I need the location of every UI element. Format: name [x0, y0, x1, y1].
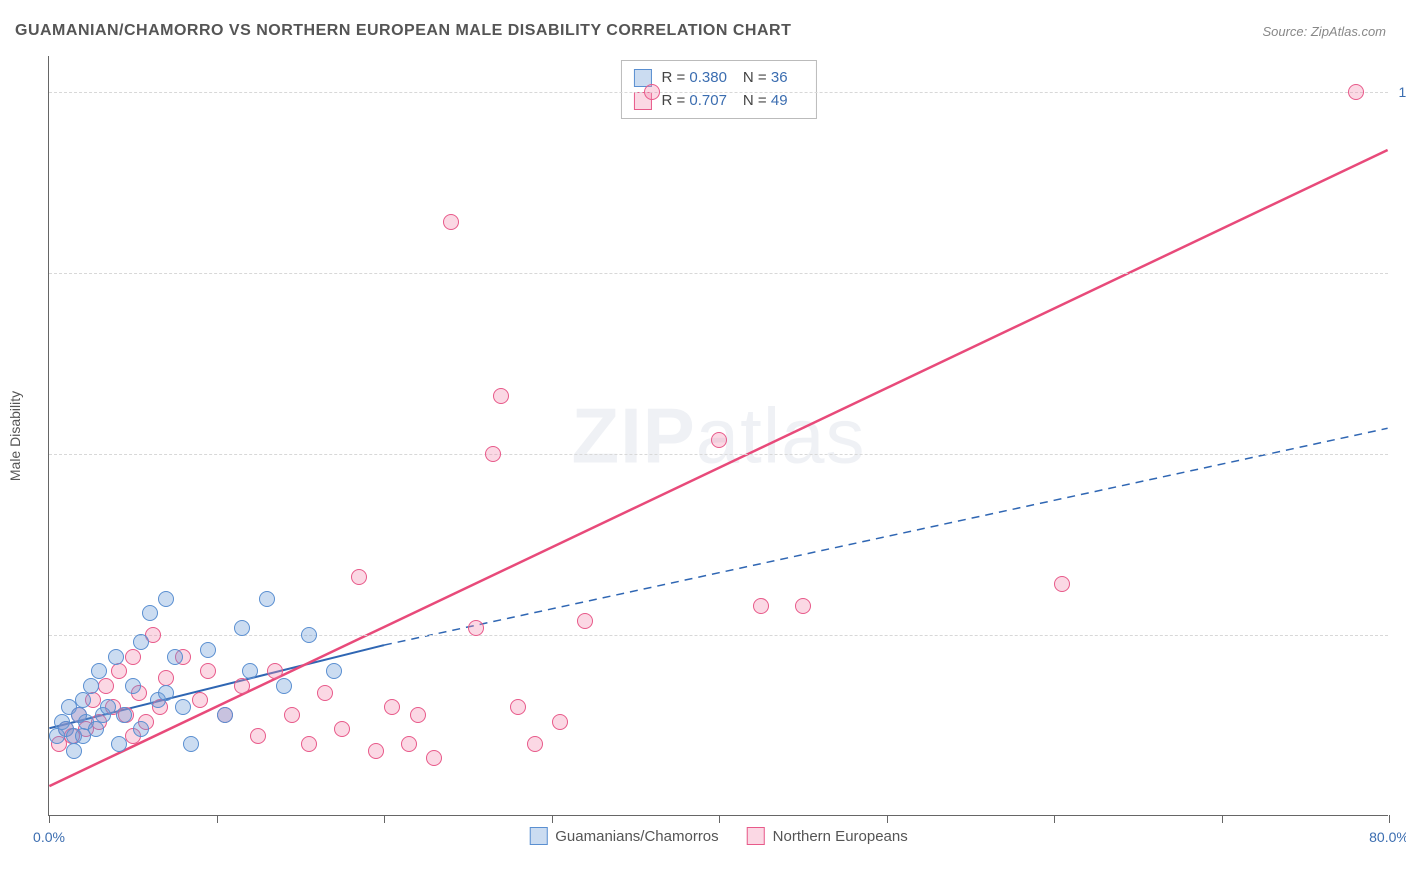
gridline-h [49, 635, 1388, 636]
scatter-point-blue [66, 743, 82, 759]
x-tick [217, 815, 218, 823]
scatter-point-pink [111, 663, 127, 679]
y-axis-label: Male Disability [7, 390, 23, 480]
scatter-point-pink [410, 707, 426, 723]
scatter-point-blue [259, 591, 275, 607]
n-value-blue: 36 [771, 69, 788, 86]
scatter-point-blue [183, 736, 199, 752]
x-tick [1222, 815, 1223, 823]
scatter-point-pink [384, 699, 400, 715]
scatter-point-blue [276, 678, 292, 694]
legend-stats-row-blue: R = 0.380 N = 36 [633, 67, 803, 90]
scatter-point-blue [100, 699, 116, 715]
x-tick [719, 815, 720, 823]
scatter-point-pink [250, 728, 266, 744]
gridline-h [49, 454, 1388, 455]
scatter-point-blue [326, 663, 342, 679]
x-tick [887, 815, 888, 823]
scatter-point-pink [753, 598, 769, 614]
scatter-point-pink [552, 714, 568, 730]
scatter-point-blue [158, 591, 174, 607]
scatter-point-blue [142, 605, 158, 621]
scatter-point-pink [485, 446, 501, 462]
scatter-point-blue [200, 642, 216, 658]
scatter-point-pink [510, 699, 526, 715]
scatter-point-pink [443, 214, 459, 230]
scatter-point-blue [158, 685, 174, 701]
chart-title: GUAMANIAN/CHAMORRO VS NORTHERN EUROPEAN … [15, 22, 791, 40]
scatter-point-blue [75, 728, 91, 744]
scatter-point-pink [267, 663, 283, 679]
scatter-point-blue [83, 678, 99, 694]
legend-label-blue: Guamanians/Chamorros [555, 828, 718, 845]
x-tick-label: 80.0% [1369, 829, 1406, 845]
x-tick [384, 815, 385, 823]
legend-item-blue: Guamanians/Chamorros [529, 827, 718, 845]
scatter-point-blue [133, 721, 149, 737]
scatter-point-blue [217, 707, 233, 723]
n-value-pink: 49 [771, 92, 788, 109]
gridline-h [49, 92, 1388, 93]
scatter-point-pink [401, 736, 417, 752]
scatter-point-pink [125, 649, 141, 665]
scatter-point-blue [111, 736, 127, 752]
y-tick-label: 100.0% [1399, 84, 1406, 100]
r-value-blue: 0.380 [689, 69, 727, 86]
x-tick [1054, 815, 1055, 823]
n-label-blue: N = [743, 69, 767, 86]
scatter-point-blue [125, 678, 141, 694]
scatter-point-pink [577, 613, 593, 629]
source-label: Source: ZipAtlas.com [1262, 24, 1386, 39]
scatter-point-blue [108, 649, 124, 665]
x-tick [49, 815, 50, 823]
plot-area: Male Disability ZIPatlas R = 0.380N = 36… [48, 56, 1388, 816]
trend-line [49, 150, 1387, 786]
scatter-point-blue [133, 634, 149, 650]
scatter-point-blue [75, 692, 91, 708]
r-label-blue: R = [661, 69, 685, 86]
scatter-point-blue [116, 707, 132, 723]
scatter-point-blue [234, 620, 250, 636]
scatter-point-blue [301, 627, 317, 643]
scatter-point-pink [192, 692, 208, 708]
r-label-pink: R = [661, 92, 685, 109]
scatter-point-pink [527, 736, 543, 752]
watermark-zip: ZIP [571, 391, 695, 479]
gridline-h [49, 273, 1388, 274]
scatter-point-pink [468, 620, 484, 636]
chart-container: GUAMANIAN/CHAMORRO VS NORTHERN EUROPEAN … [0, 0, 1406, 892]
scatter-point-blue [242, 663, 258, 679]
legend-label-pink: Northern Europeans [773, 828, 908, 845]
scatter-point-pink [644, 84, 660, 100]
scatter-point-pink [795, 598, 811, 614]
n-label-pink: N = [743, 92, 767, 109]
scatter-point-blue [175, 699, 191, 715]
x-tick [552, 815, 553, 823]
scatter-point-pink [200, 663, 216, 679]
scatter-point-pink [98, 678, 114, 694]
scatter-point-pink [1054, 576, 1070, 592]
scatter-point-pink [426, 750, 442, 766]
x-tick-label: 0.0% [33, 829, 65, 845]
scatter-point-pink [334, 721, 350, 737]
scatter-point-pink [711, 432, 727, 448]
scatter-point-blue [91, 663, 107, 679]
scatter-point-blue [167, 649, 183, 665]
trend-line [384, 428, 1388, 645]
swatch-pink-bottom-icon [747, 827, 765, 845]
scatter-point-pink [234, 678, 250, 694]
scatter-point-pink [301, 736, 317, 752]
scatter-point-pink [284, 707, 300, 723]
scatter-point-pink [368, 743, 384, 759]
legend-item-pink: Northern Europeans [747, 827, 908, 845]
scatter-point-pink [351, 569, 367, 585]
legend-series: Guamanians/Chamorros Northern Europeans [529, 827, 908, 845]
x-tick [1389, 815, 1390, 823]
swatch-blue-bottom-icon [529, 827, 547, 845]
scatter-point-pink [493, 388, 509, 404]
scatter-point-pink [1348, 84, 1364, 100]
scatter-point-pink [317, 685, 333, 701]
r-value-pink: 0.707 [689, 92, 727, 109]
